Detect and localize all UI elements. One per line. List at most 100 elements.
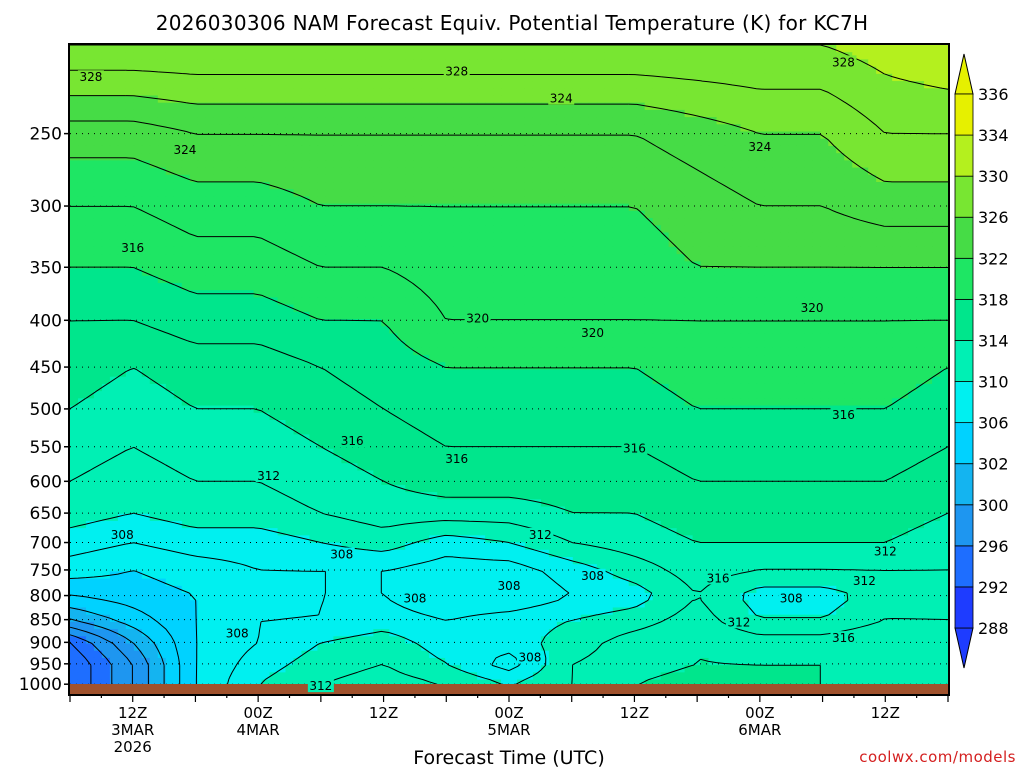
field-cell [532,153,542,161]
field-cell [796,66,805,75]
field-cell [133,95,143,104]
field-cell [644,210,654,219]
field-cell [524,81,534,89]
field-cell [133,167,143,176]
field-cell [804,52,813,61]
field-cell [485,333,494,342]
field-cell [748,232,758,241]
field-cell [125,160,135,169]
field-cell [301,66,311,75]
field-cell [333,218,342,226]
field-cell [556,340,566,349]
field-cell [524,304,534,313]
field-cell [820,138,829,147]
field-cell [516,203,526,212]
field-cell [916,109,925,118]
field-cell [604,268,614,277]
field-cell [125,182,135,190]
field-cell [85,95,95,104]
field-cell [756,117,766,125]
field-cell [596,347,606,356]
field-cell [924,347,933,356]
field-cell [253,145,263,154]
field-cell [477,246,486,255]
field-cell [756,225,766,234]
field-cell [884,124,893,133]
field-cell [317,340,327,349]
field-cell [908,340,917,349]
field-cell [453,232,462,241]
field-cell [796,268,805,277]
field-cell [684,189,694,198]
field-cell [373,347,382,356]
field-cell [644,52,654,61]
field-cell [501,59,510,68]
field-cell [269,304,279,313]
field-cell [588,218,598,226]
field-cell [804,182,813,190]
field-cell [748,304,758,313]
field-cell [700,95,710,104]
field-cell [644,109,654,118]
field-cell [77,109,87,118]
field-cell [820,66,829,75]
field-cell [572,239,582,248]
field-cell [309,138,319,147]
field-cell [205,319,215,327]
field-cell [788,81,797,89]
field-cell [157,254,167,262]
field-cell [221,355,231,363]
field-cell [724,254,734,262]
field-cell [70,261,79,270]
field-cell [868,347,877,356]
field-cell [173,254,183,262]
field-cell [461,275,470,284]
field-cell [908,138,917,147]
field-cell [189,210,199,219]
field-cell [245,225,255,234]
field-cell [900,254,909,262]
field-cell [389,196,398,205]
field-cell [612,326,622,335]
field-cell [165,218,175,226]
field-cell [940,254,949,262]
field-cell [469,109,478,118]
field-cell [828,196,837,205]
field-cell [317,153,327,161]
field-cell [740,225,750,234]
field-cell [117,268,127,277]
field-cell [173,131,183,140]
field-cell [836,109,845,118]
field-cell [389,254,398,262]
field-cell [932,182,941,190]
field-cell [916,319,925,327]
field-cell [556,73,566,82]
field-cell [788,138,797,147]
field-cell [269,52,279,61]
field-cell [405,117,414,125]
field-cell [572,340,582,349]
field-cell [932,160,941,169]
field-cell [333,73,342,82]
field-cell [101,174,111,183]
field-cell [724,73,734,82]
field-cell [860,117,869,125]
field-cell [125,347,135,356]
field-cell [141,290,151,298]
field-cell [117,45,127,53]
field-cell [277,167,287,176]
field-cell [796,153,805,161]
field-cell [612,174,622,183]
field-cell [101,246,111,255]
field-cell [780,189,789,198]
field-cell [876,59,885,68]
field-cell [149,232,159,241]
field-cell [804,254,813,262]
field-cell [70,131,79,140]
field-cell [189,369,199,378]
field-cell [181,355,191,363]
field-cell [93,297,103,306]
field-cell [524,232,534,241]
field-cell [173,347,183,356]
field-cell [884,326,893,335]
